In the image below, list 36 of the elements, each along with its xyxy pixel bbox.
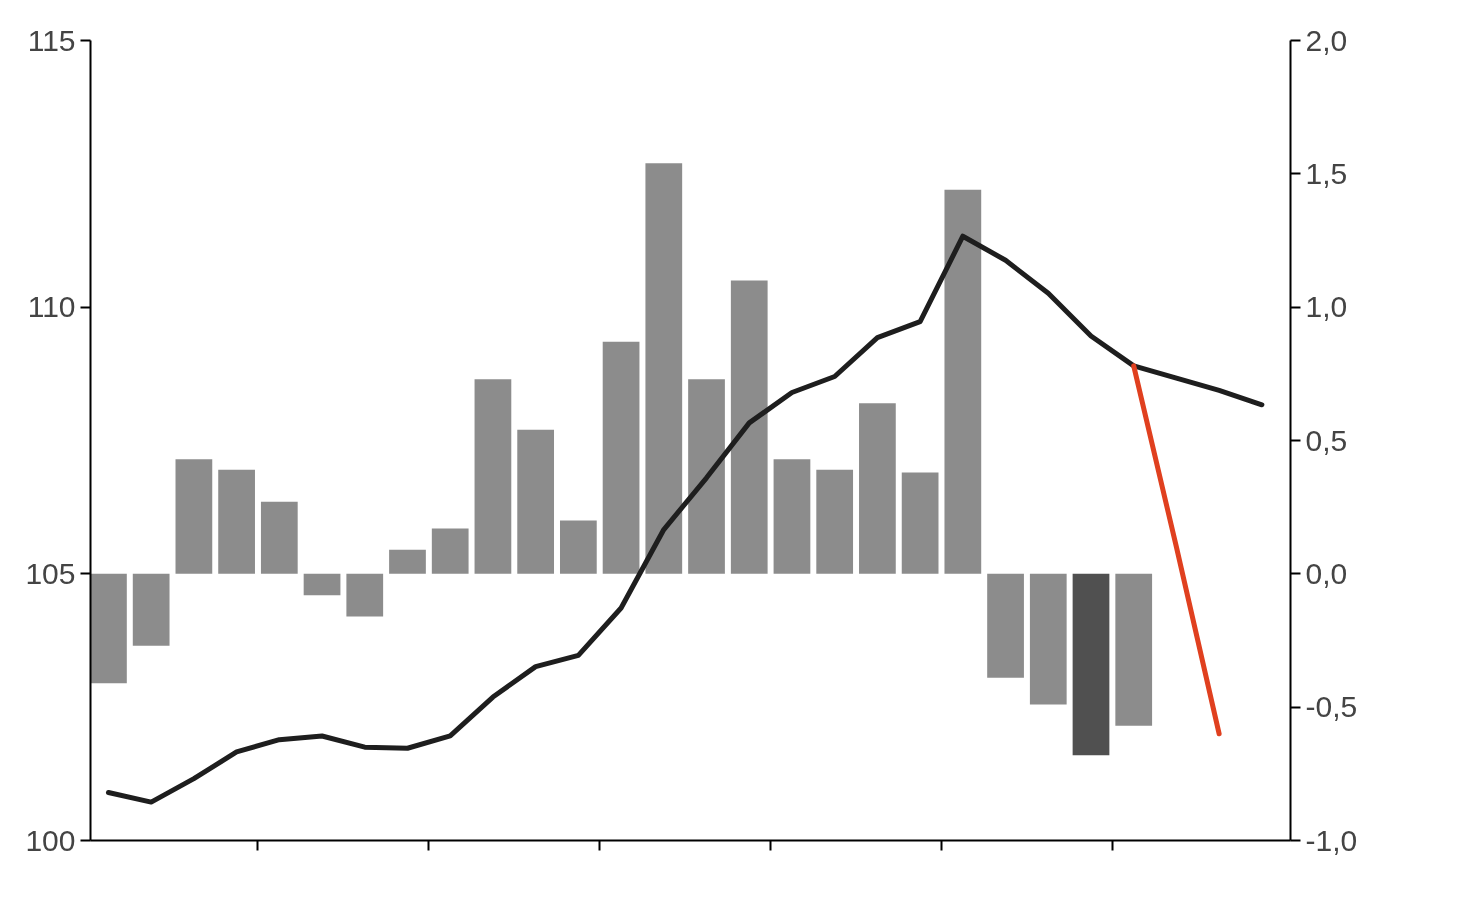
bar — [389, 549, 426, 574]
bar — [901, 472, 939, 574]
bar — [944, 189, 982, 574]
bar — [303, 573, 341, 596]
y-tick-label: 115 — [27, 23, 76, 57]
bar — [474, 379, 512, 574]
y2-tick-label: 1,0 — [1305, 290, 1348, 324]
y-tick-label: 105 — [25, 556, 76, 590]
y2-tick-label: 0,5 — [1305, 423, 1348, 457]
bar — [859, 403, 896, 574]
bar — [260, 501, 298, 574]
bar — [1072, 573, 1110, 756]
bar — [645, 163, 683, 574]
y2-tick-label: 1,5 — [1305, 156, 1348, 190]
bar — [1115, 573, 1153, 726]
bar — [816, 469, 854, 574]
y-tick-label: 100 — [25, 823, 76, 857]
bar — [559, 520, 597, 574]
y2-tick-label: -1,0 — [1305, 823, 1358, 857]
bar — [773, 459, 811, 574]
bar — [90, 573, 127, 684]
bar — [602, 341, 640, 574]
bar — [346, 573, 384, 617]
bar — [730, 280, 768, 574]
y2-tick-label: 0,0 — [1305, 556, 1348, 590]
bar — [688, 379, 725, 574]
y2-tick-label: 2,0 — [1305, 23, 1348, 57]
bar — [175, 459, 213, 574]
y-tick-label: 110 — [27, 290, 76, 324]
bar — [987, 573, 1024, 678]
y2-tick-label: -0,5 — [1305, 690, 1358, 724]
bar — [431, 528, 469, 574]
bar — [517, 429, 555, 574]
bar — [1029, 573, 1067, 705]
bar — [132, 573, 170, 646]
bar — [218, 469, 255, 574]
